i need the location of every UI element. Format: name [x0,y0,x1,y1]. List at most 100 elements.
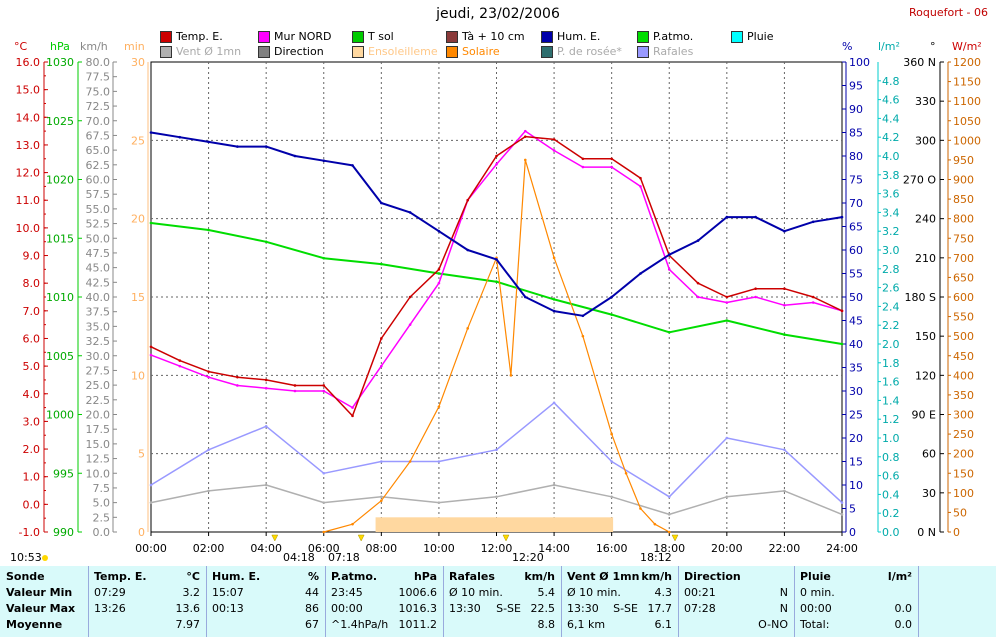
sun-tick-label: 30 [131,56,145,69]
legend-label: Rafales [653,45,694,58]
stats-row: Valeur Max [6,602,82,618]
direction-tick-label: 60 [922,448,936,461]
data-point [380,364,383,368]
stats-cell-value: 0.0 [894,618,913,631]
data-point [667,530,671,534]
x-tick-label: 10:00 [423,542,455,555]
data-point [466,327,470,330]
stats-cell-value: N [779,602,788,615]
stats-row: Ø 10 min. 4.3 [567,586,672,602]
stats-header: Temp. E. °C [94,570,200,586]
stats-cell-time: Valeur Max [6,602,76,615]
stats-column: Hum. E.% 15:07 44 00:13 86 67 [206,566,326,637]
data-point [725,495,729,499]
wind-tick-label: 55.0 [86,203,111,216]
solar-tick-label: 600 [953,291,974,304]
data-point [840,513,844,516]
humidity-tick-label: 5 [849,503,856,516]
wind-tick-label: 5.0 [93,497,111,510]
humidity-tick-label: 70 [849,197,863,210]
rain-tick-label: 2.6 [882,282,900,295]
x-tick-label: 22:00 [769,542,801,555]
stats-row: 00:00 0.0 [800,602,912,618]
wind-tick-label: 0.0 [93,526,111,539]
stats-row: 13:30 S-SE 17.7 [567,602,672,618]
stats-header-unit: km/h [641,570,672,583]
data-point [207,448,210,452]
solar-tick-label: 100 [953,487,974,500]
x-tick-label: 16:00 [596,542,628,555]
data-point [264,240,268,244]
data-point [523,158,527,162]
temp-tick-label: 2.0 [23,443,41,456]
rain-tick-label: 4.2 [882,131,900,144]
solar-tick-label: 300 [953,409,974,422]
legend-swatch [637,45,649,58]
sunrise-time: 07:18 [328,551,360,564]
legend-swatch [352,45,364,58]
rain-tick-label: 3.8 [882,169,900,182]
marker-t2: 12:20 [512,551,544,564]
data-point [783,489,786,493]
rain-tick-label: 3.6 [882,188,900,201]
data-point [380,460,383,463]
stats-row: Ø 10 min. 5.4 [449,586,555,602]
stats-header-label: Temp. E. [94,570,147,583]
data-point [495,162,498,166]
rain-tick-label: 1.6 [882,376,900,389]
solar-tick-label: 1000 [953,134,981,147]
legend-swatch [160,30,172,43]
wind-tick-label: 45.0 [86,262,111,275]
stats-row: Moyenne [6,618,82,634]
wind-tick-label: 20.0 [86,409,111,422]
unit-wind: km/h [80,40,108,53]
wind-tick-label: 2.5 [93,511,111,524]
wind-tick-label: 30.0 [86,350,111,363]
direction-tick-label: 210 [915,252,936,265]
rain-tick-label: 0.4 [882,488,900,501]
legend-item: T sol [352,30,394,43]
sun-tick-label: 20 [131,213,145,226]
stats-cell-time: Valeur Min [6,586,73,599]
data-point [811,220,815,224]
solar-tick-label: 1050 [953,115,981,128]
data-point [696,295,700,299]
data-point [264,386,268,390]
data-point [754,295,757,299]
legend-item: Temp. E. [160,30,223,43]
rain-tick-label: 1.2 [882,413,900,426]
stats-cell-time: 07:29 [94,586,126,599]
data-point [380,337,383,340]
wind-tick-label: 47.5 [86,247,111,260]
data-point [811,301,815,304]
direction-tick-label: 180 S [905,291,936,304]
stats-cell-time: 00:00 [800,602,832,615]
humidity-tick-label: 60 [849,244,863,257]
data-point [639,176,642,180]
data-point [322,384,326,387]
stats-header: P.atmo. hPa [331,570,437,586]
data-point [610,157,613,161]
stats-cell-time: 07:28 [684,602,716,615]
temp-tick-label: 15.0 [16,84,41,97]
stats-row: ^1.4hPa/h 1011.2 [331,618,437,634]
wind-tick-label: 57.5 [86,188,111,201]
legend-label: Hum. E. [557,30,601,43]
direction-tick-label: 360 N [903,56,936,69]
solar-tick-label: 700 [953,252,974,265]
solar-tick-label: 1200 [953,56,981,69]
stats-cell-time: Ø 10 min. [449,586,503,599]
stats-cell-value: 8.8 [537,618,556,631]
solar-tick-label: 250 [953,428,974,441]
stats-row: Total: 0.0 [800,618,912,634]
stats-header-unit: % [307,570,319,583]
legend-swatch [352,30,364,43]
data-point [639,272,642,275]
data-point [236,145,239,148]
legend-label: T sol [368,30,394,43]
wind-tick-label: 25.0 [86,379,111,392]
data-point [149,501,153,504]
data-point [380,495,383,499]
x-tick-label: 12:00 [481,542,513,555]
data-point [811,295,815,299]
